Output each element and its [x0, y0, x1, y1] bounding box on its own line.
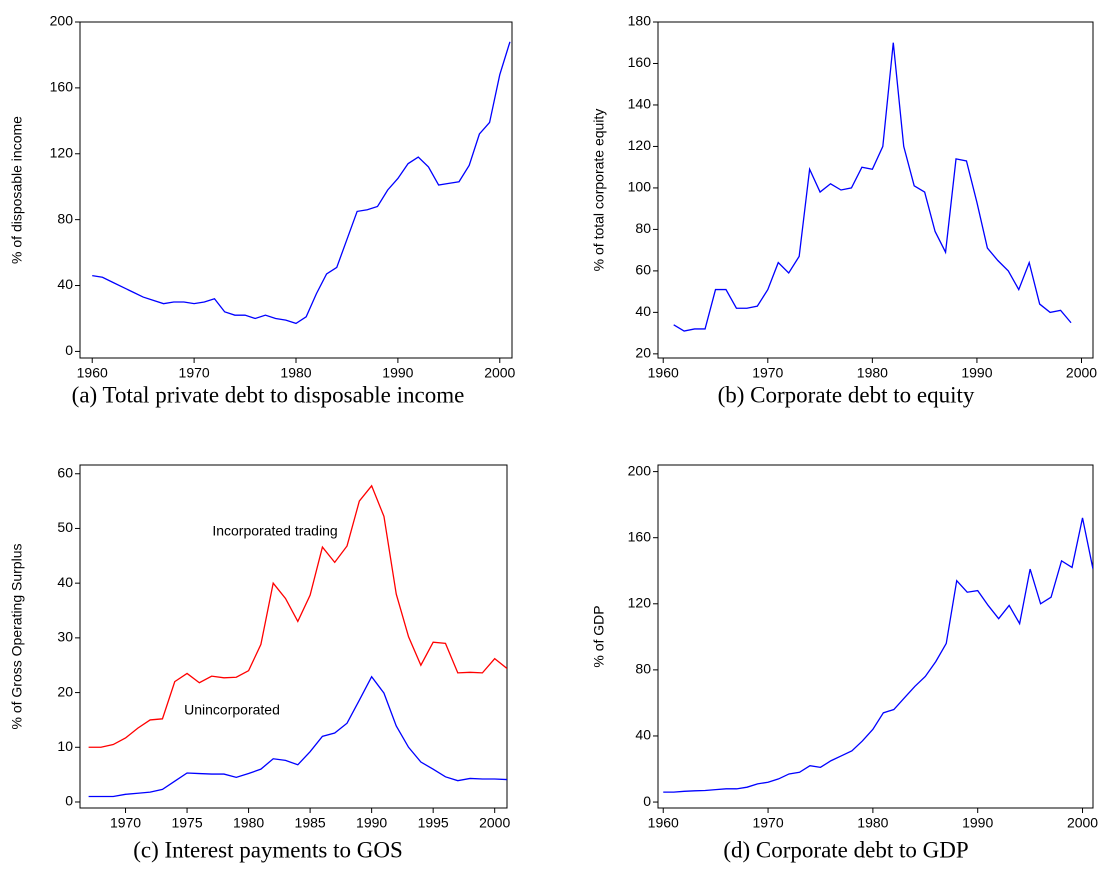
x-tick-label: 1960 [648, 815, 679, 831]
x-tick-label: 1990 [962, 815, 993, 831]
y-tick-label: 140 [628, 96, 652, 112]
y-tick-label: 10 [57, 738, 73, 754]
x-tick-label: 1975 [171, 815, 202, 831]
y-tick-label: 30 [57, 629, 73, 645]
y-axis-label: % of disposable income [9, 116, 25, 264]
y-tick-label: 120 [50, 144, 74, 160]
data-line [673, 42, 1072, 332]
x-tick-label: 1985 [295, 815, 326, 831]
x-tick-label: 1970 [752, 815, 783, 831]
x-tick-label: 1980 [233, 815, 264, 831]
y-tick-label: 160 [50, 79, 74, 95]
y-tick-label: 80 [635, 220, 651, 236]
y-tick-label: 160 [628, 54, 652, 70]
y-tick-label: 0 [65, 342, 73, 358]
data-line [663, 517, 1093, 793]
x-tick-label: 1960 [648, 365, 679, 381]
y-tick-label: 60 [57, 464, 73, 480]
y-tick-label: 120 [628, 137, 652, 153]
series-label: Incorporated trading [212, 523, 337, 539]
y-tick-label: 40 [635, 727, 651, 743]
y-tick-label: 40 [635, 303, 651, 319]
series-label: Unincorporated [184, 702, 280, 718]
plot-frame [79, 21, 513, 359]
y-tick-label: 60 [635, 262, 651, 278]
data-line [88, 675, 507, 798]
y-axis-label: % of Gross Operating Surplus [9, 544, 25, 730]
y-tick-label: 120 [628, 594, 652, 610]
y-tick-label: 0 [65, 793, 73, 809]
x-tick-label: 2000 [1066, 365, 1097, 381]
plot-frame [657, 464, 1094, 809]
y-tick-label: 40 [57, 276, 73, 292]
x-tick-label: 2000 [479, 815, 510, 831]
x-tick-label: 1960 [77, 365, 108, 381]
x-tick-label: 1990 [382, 365, 413, 381]
data-line [88, 484, 507, 748]
x-tick-label: 2000 [484, 365, 515, 381]
y-tick-label: 180 [628, 13, 652, 29]
x-tick-label: 1980 [280, 365, 311, 381]
x-tick-label: 1970 [179, 365, 210, 381]
y-tick-label: 100 [628, 179, 652, 195]
data-line [92, 41, 511, 325]
y-tick-label: 20 [635, 345, 651, 361]
caption: (c) Interest payments to GOS [133, 837, 403, 862]
x-tick-label: 1995 [418, 815, 449, 831]
caption: (a) Total private debt to disposable inc… [72, 382, 465, 407]
plot-frame [657, 21, 1094, 359]
y-tick-label: 50 [57, 519, 73, 535]
y-tick-label: 0 [643, 793, 651, 809]
y-axis-label: % of GDP [591, 605, 607, 667]
x-tick-label: 1970 [752, 365, 783, 381]
y-tick-label: 20 [57, 683, 73, 699]
x-tick-label: 2000 [1067, 815, 1098, 831]
y-axis-label: % of total corporate equity [591, 109, 607, 272]
x-tick-label: 1990 [356, 815, 387, 831]
y-tick-label: 40 [57, 574, 73, 590]
caption: (d) Corporate debt to GDP [723, 837, 968, 862]
y-tick-label: 80 [57, 210, 73, 226]
x-tick-label: 1980 [857, 365, 888, 381]
y-tick-label: 160 [628, 528, 652, 544]
y-tick-label: 80 [635, 661, 651, 677]
x-tick-label: 1970 [110, 815, 141, 831]
caption: (b) Corporate debt to equity [718, 382, 975, 407]
plot-frame [79, 464, 508, 809]
x-tick-label: 1980 [857, 815, 888, 831]
y-tick-label: 200 [50, 13, 74, 29]
x-tick-label: 1990 [961, 365, 992, 381]
y-tick-label: 200 [628, 462, 652, 478]
